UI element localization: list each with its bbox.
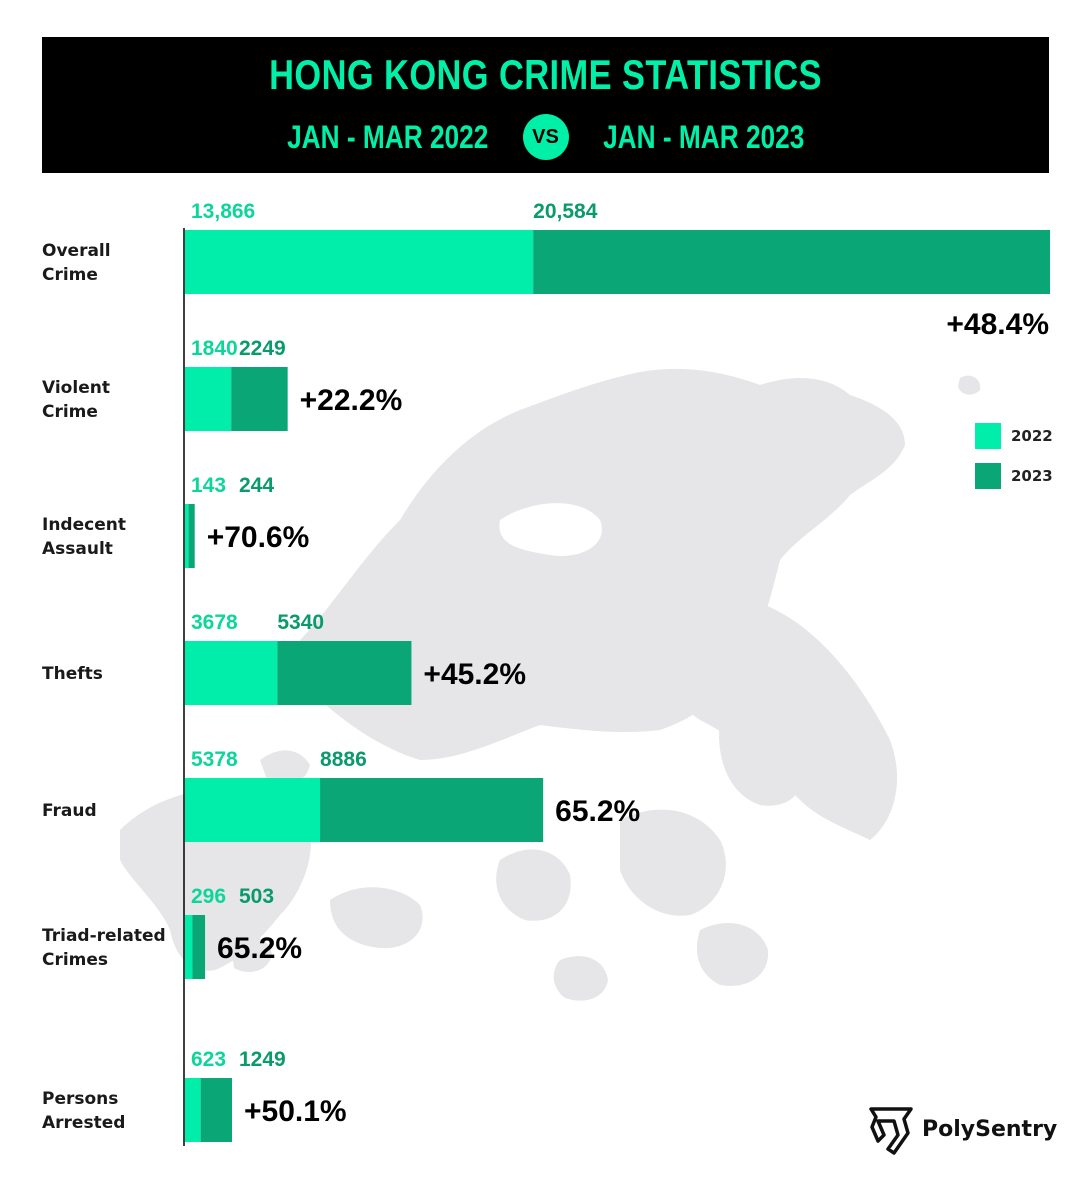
value-label-2023: 5340 bbox=[277, 611, 324, 634]
bar-2022 bbox=[185, 778, 321, 842]
bar-2022 bbox=[185, 504, 189, 568]
bar-2022 bbox=[185, 1078, 201, 1142]
value-label-2022: 143 bbox=[191, 474, 226, 497]
value-label-2023: 2249 bbox=[239, 337, 286, 360]
legend-item-2022: 2022 bbox=[975, 423, 1053, 449]
category-label: Arrested bbox=[42, 1113, 125, 1133]
page-title: HONG KONG CRIME STATISTICS bbox=[269, 51, 822, 98]
value-label-2022: 296 bbox=[191, 885, 226, 908]
change-label: +50.1% bbox=[244, 1095, 347, 1128]
value-label-2023: 20,584 bbox=[533, 200, 598, 223]
change-label: +45.2% bbox=[423, 658, 526, 691]
bar-2023 bbox=[533, 230, 1050, 294]
bar-2023 bbox=[192, 915, 206, 979]
category-label: Persons bbox=[42, 1089, 118, 1109]
category-label: Crime bbox=[42, 265, 98, 285]
category-label: Thefts bbox=[42, 664, 103, 684]
bar-2022 bbox=[185, 641, 278, 705]
legend-item-2023: 2023 bbox=[975, 463, 1053, 489]
category-label: Indecent bbox=[42, 515, 126, 535]
value-label-2023: 1249 bbox=[239, 1048, 286, 1071]
legend-swatch-2023 bbox=[975, 463, 1001, 489]
bar-2023 bbox=[277, 641, 412, 705]
vs-badge: VS bbox=[522, 114, 569, 160]
bar-2022 bbox=[185, 367, 232, 431]
category-label: Assault bbox=[42, 539, 113, 559]
value-label-2022: 5378 bbox=[191, 748, 238, 771]
category-label: Violent bbox=[42, 378, 110, 398]
bar-2023 bbox=[200, 1078, 233, 1142]
category-label: Overall bbox=[42, 241, 111, 261]
bar-2022 bbox=[185, 230, 534, 294]
brand: PolySentry bbox=[868, 1103, 1057, 1155]
period-2022: JAN - MAR 2022 bbox=[287, 118, 489, 155]
legend-label-2022: 2022 bbox=[1011, 427, 1053, 445]
value-label-2022: 1840 bbox=[191, 337, 238, 360]
category-label: Triad-related bbox=[42, 926, 166, 946]
value-label-2023: 503 bbox=[239, 885, 274, 908]
category-label: Crimes bbox=[42, 950, 108, 970]
legend-swatch-2022 bbox=[975, 423, 1001, 449]
value-label-2023: 244 bbox=[239, 474, 274, 497]
subtitle: JAN - MAR 2022 VS JAN - MAR 2023 bbox=[42, 114, 1049, 160]
polysentry-logo-icon bbox=[869, 1107, 913, 1155]
category-label: Fraud bbox=[42, 801, 97, 821]
category-label: Crime bbox=[42, 402, 98, 422]
bar-2022 bbox=[185, 915, 193, 979]
value-label-2023: 8886 bbox=[320, 748, 367, 771]
change-label: 65.2% bbox=[217, 932, 302, 965]
bar-2023 bbox=[188, 504, 195, 568]
period-2023: JAN - MAR 2023 bbox=[602, 118, 804, 155]
bar-2023 bbox=[231, 367, 288, 431]
value-label-2022: 623 bbox=[191, 1048, 226, 1071]
bar-2023 bbox=[320, 778, 544, 842]
value-label-2022: 13,866 bbox=[191, 200, 255, 223]
change-label: 65.2% bbox=[555, 795, 640, 828]
change-label: +70.6% bbox=[207, 521, 310, 554]
change-label: +48.4% bbox=[946, 308, 1049, 341]
legend-label-2023: 2023 bbox=[1011, 467, 1053, 485]
value-label-2022: 3678 bbox=[191, 611, 238, 634]
change-label: +22.2% bbox=[300, 384, 403, 417]
legend: 2022 2023 bbox=[975, 423, 1053, 503]
brand-name: PolySentry bbox=[922, 1116, 1058, 1142]
chart-rows: Overall Crime 13,866 20,584 +48.4% Violent Cri… bbox=[42, 200, 1050, 1142]
header-banner: HONG KONG CRIME STATISTICS JAN - MAR 202… bbox=[42, 37, 1049, 173]
